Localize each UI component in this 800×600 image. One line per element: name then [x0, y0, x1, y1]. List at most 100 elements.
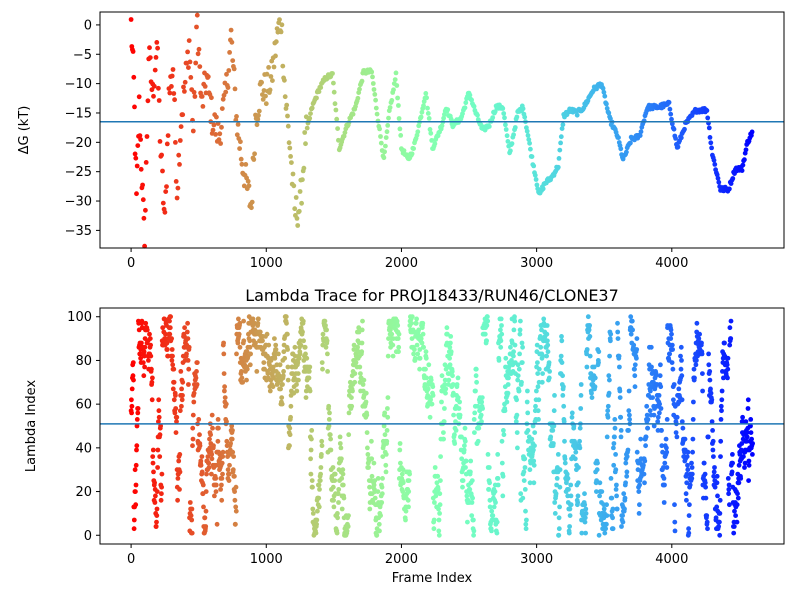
lambda-point: [636, 511, 642, 516]
lambda-point: [498, 344, 504, 350]
lambda-point: [559, 360, 565, 365]
lambda-point: [439, 373, 445, 379]
delta-g-point: [393, 70, 399, 76]
lambda-point: [548, 434, 554, 440]
lambda-point: [294, 382, 299, 387]
delta-g-point: [301, 165, 307, 171]
lambda-point: [177, 469, 183, 475]
delta-g-point: [177, 138, 183, 143]
lambda-point: [389, 331, 395, 337]
lambda-point: [277, 362, 283, 368]
lambda-point: [237, 320, 243, 326]
lambda-point: [338, 445, 344, 451]
delta-g-point: [332, 101, 338, 107]
delta-g-point: [238, 156, 244, 162]
lambda-point: [346, 513, 351, 518]
lambda-point: [700, 388, 705, 394]
lambda-point: [584, 351, 589, 357]
lambda-point: [247, 338, 253, 344]
lambda-point: [319, 452, 324, 457]
delta-g-point: [285, 123, 291, 129]
lambda-point: [287, 432, 293, 438]
lambda-point: [175, 497, 181, 503]
lambda-point: [533, 403, 538, 409]
lambda-point: [717, 532, 723, 538]
lambda-point: [550, 428, 556, 433]
lambda-point: [595, 460, 600, 466]
delta-g-point: [374, 111, 380, 117]
lambda-point: [583, 530, 588, 536]
lambda-point: [557, 484, 563, 490]
delta-g-point: [145, 98, 151, 104]
lambda-point: [349, 395, 354, 400]
lambda-point: [634, 355, 639, 361]
lambda-point: [657, 373, 663, 379]
lambda-point: [711, 469, 717, 475]
lambda-point: [459, 456, 465, 462]
lambda-point: [617, 395, 623, 400]
lambda-point: [432, 500, 437, 505]
lambda-point: [437, 502, 443, 508]
lambda-point: [447, 344, 453, 350]
lambda-point: [687, 502, 692, 508]
lambda-point: [678, 366, 684, 372]
lambda-point: [153, 493, 158, 499]
lambda-point: [559, 334, 564, 339]
lambda-point: [129, 386, 135, 392]
lambda-point: [159, 491, 164, 497]
lambda-point: [489, 508, 495, 514]
lambda-point: [327, 410, 332, 416]
delta-g-point: [445, 107, 451, 112]
lambda-point: [485, 452, 491, 457]
lambda-point: [611, 462, 617, 468]
lambda-point: [380, 454, 386, 459]
delta-g-point: [503, 127, 509, 132]
lambda-point: [512, 342, 518, 348]
lambda-point: [239, 369, 244, 374]
lambda-point: [349, 403, 355, 409]
lambda-point: [390, 353, 396, 359]
delta-g-point: [266, 65, 271, 70]
lambda-point: [230, 449, 236, 455]
lambda-point: [674, 434, 680, 440]
lambda-point: [745, 397, 751, 403]
lambda-point: [223, 401, 229, 407]
lambda-point: [339, 456, 344, 462]
lambda-point: [494, 519, 500, 525]
lambda-point: [614, 506, 620, 512]
delta-g-point: [370, 74, 375, 80]
delta-g-point: [333, 107, 339, 113]
lambda-point: [363, 390, 369, 396]
lambda-point: [167, 331, 173, 337]
lambda-point: [750, 441, 755, 446]
lambda-point: [400, 480, 406, 486]
delta-g-point: [486, 124, 492, 129]
lambda-point: [501, 428, 506, 433]
lambda-point: [133, 489, 138, 494]
lambda-point: [495, 476, 501, 481]
lambda-point: [257, 329, 263, 335]
delta-g-point: [259, 80, 264, 85]
lambda-point: [156, 408, 162, 414]
lambda-point: [360, 382, 366, 387]
bottom-y-ticks: 0 20 40 60 80 100: [67, 310, 100, 544]
lambda-point: [247, 362, 253, 368]
lambda-point: [620, 519, 626, 525]
lambda-point: [525, 428, 531, 433]
lambda-point: [487, 504, 493, 510]
lambda-point: [605, 414, 611, 420]
lambda-point: [505, 390, 511, 396]
lambda-point: [170, 362, 176, 368]
delta-g-point: [254, 122, 260, 128]
lambda-point: [134, 443, 140, 449]
delta-g-point: [384, 129, 390, 135]
lambda-point: [417, 366, 422, 372]
lambda-point: [423, 355, 429, 361]
lambda-point: [693, 362, 699, 368]
lambda-point: [462, 425, 468, 431]
delta-g-point: [162, 209, 168, 215]
delta-g-point: [141, 215, 147, 221]
lambda-point: [216, 425, 221, 431]
lambda-point: [219, 482, 224, 488]
lambda-point: [616, 353, 622, 359]
